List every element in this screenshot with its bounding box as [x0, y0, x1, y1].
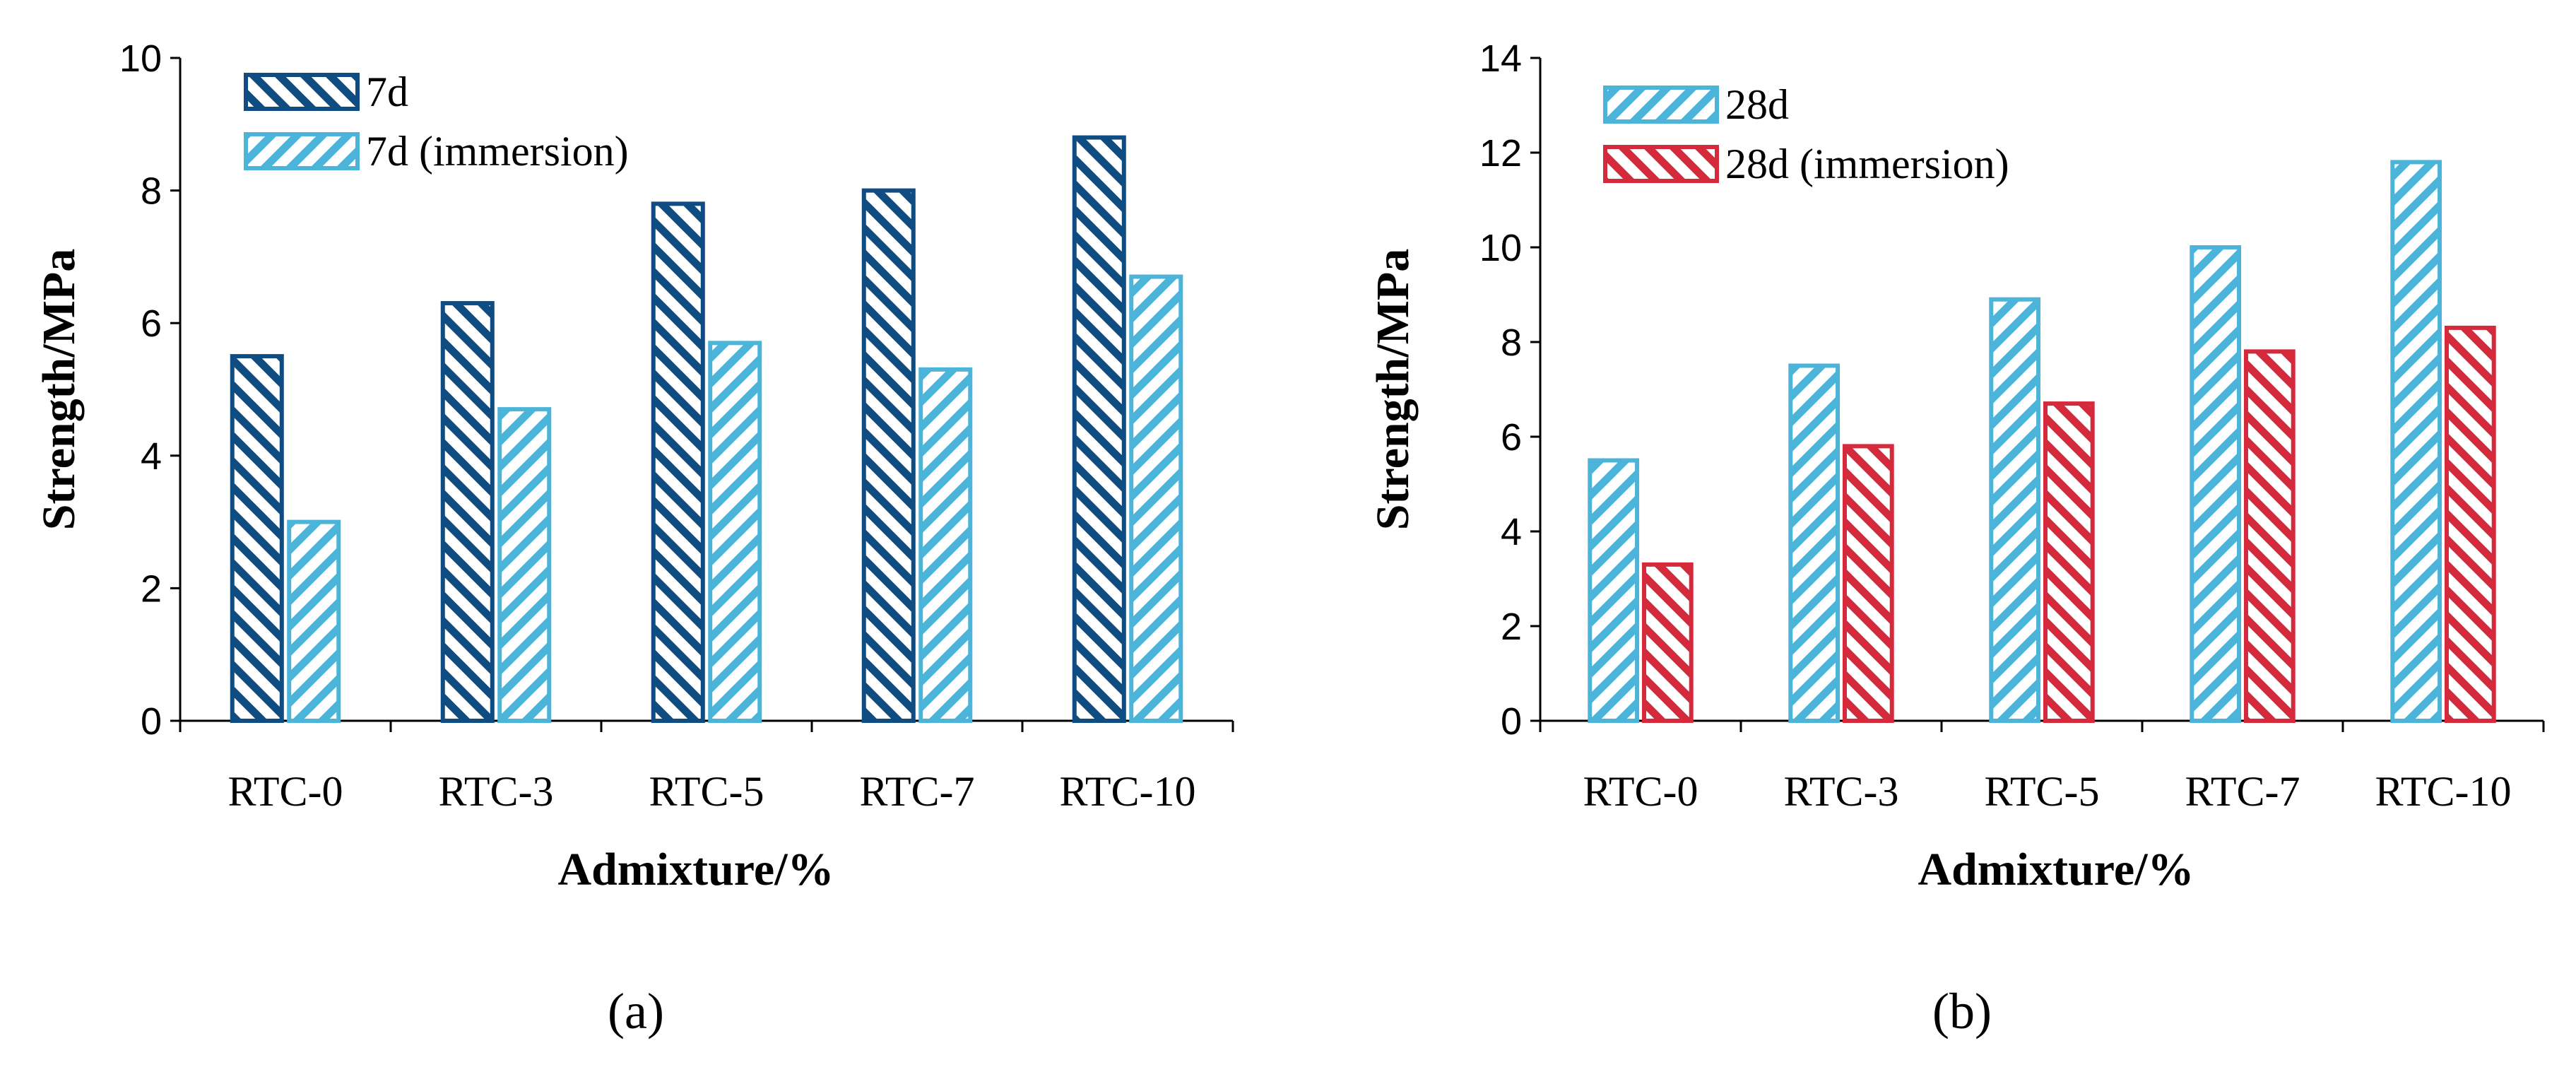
category-label: RTC-0 [1583, 768, 1698, 815]
bar-7d-rtc-10 [1072, 135, 1126, 723]
y-tick-label: 14 [1479, 37, 1522, 80]
x-axis-title: Admixture/% [557, 844, 834, 895]
bar-7d-immersion--rtc-5 [708, 341, 762, 723]
y-tick-label: 6 [141, 302, 162, 345]
bar-28d-rtc-7 [2190, 245, 2242, 723]
bar-7d-immersion--rtc-7 [918, 367, 973, 723]
bar-28d-rtc-3 [1788, 363, 1841, 723]
bar-28d-immersion--rtc-10 [2444, 325, 2496, 723]
y-tick-label: 0 [141, 700, 162, 743]
bar-28d-rtc-10 [2390, 160, 2442, 723]
category-label: RTC-10 [2375, 768, 2511, 815]
bar-7d-rtc-5 [651, 201, 705, 723]
panel-label: (a) [608, 983, 664, 1039]
category-label: RTC-0 [228, 768, 343, 815]
y-axis-title: Strength/MPa [1367, 249, 1419, 530]
y-tick-label: 12 [1479, 132, 1522, 175]
legend-label: 7d (immersion) [366, 128, 629, 175]
legend-label: 28d [1725, 81, 1789, 128]
bar-28d-rtc-5 [1989, 297, 2041, 723]
bar-28d-immersion--rtc-3 [1842, 444, 1894, 724]
y-tick-label: 6 [1501, 416, 1522, 459]
bar-7d-immersion--rtc-3 [497, 407, 552, 723]
category-label: RTC-5 [649, 768, 764, 815]
legend-swatch [1603, 86, 1719, 124]
y-axis-title: Strength/MPa [33, 249, 85, 530]
category-label: RTC-10 [1059, 768, 1195, 815]
legend-swatch [1603, 145, 1719, 183]
bar-28d-rtc-0 [1588, 458, 1640, 723]
bar-7d-immersion--rtc-0 [287, 519, 341, 723]
y-tick-label: 10 [1479, 227, 1522, 269]
y-tick-label: 4 [141, 435, 162, 478]
category-label: RTC-7 [859, 768, 974, 815]
x-axis-title: Admixture/% [1918, 844, 2194, 895]
y-tick-label: 2 [141, 567, 162, 610]
bar-7d-rtc-7 [861, 188, 916, 724]
y-tick-label: 10 [119, 37, 162, 80]
y-tick-label: 8 [1501, 322, 1522, 364]
chart-b: 0 2 4 6 8 10 12 14 RTC-0 RTC-3 RTC-5 RTC-7 RTC-10 28d… [1367, 37, 2545, 1039]
legend-label: 7d [366, 69, 408, 115]
bar-28d-immersion--rtc-0 [1641, 562, 1694, 724]
legend-label: 28d (immersion) [1725, 141, 2009, 187]
category-label: RTC-5 [1984, 768, 2099, 815]
y-tick-label: 8 [141, 170, 162, 213]
bar-7d-rtc-3 [440, 301, 495, 723]
legend-swatch [244, 73, 360, 111]
legend-swatch [244, 132, 360, 170]
category-label: RTC-7 [2185, 768, 2300, 815]
bar-28d-immersion--rtc-7 [2243, 349, 2296, 723]
bar-7d-rtc-0 [230, 354, 284, 724]
y-tick-label: 0 [1501, 700, 1522, 743]
y-tick-label: 2 [1501, 606, 1522, 648]
bar-28d-immersion--rtc-5 [2043, 401, 2095, 723]
panel-label: (b) [1932, 983, 1992, 1039]
bar-7d-immersion--rtc-10 [1129, 274, 1183, 724]
y-tick-label: 4 [1501, 511, 1522, 553]
chart-a: 0 2 4 6 8 10 RTC-0 RTC-3 RTC-5 RTC-7 RTC-10 7d 7d (i… [33, 37, 1234, 1039]
category-label: RTC-3 [1783, 768, 1898, 815]
category-label: RTC-3 [438, 768, 553, 815]
